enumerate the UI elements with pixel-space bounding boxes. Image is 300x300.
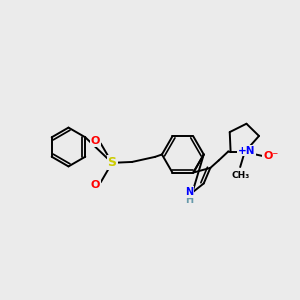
Text: S: S [108, 156, 117, 169]
Text: H: H [185, 195, 194, 205]
Text: N: N [185, 187, 194, 197]
Text: O: O [91, 136, 100, 146]
Text: O: O [91, 180, 100, 190]
Text: O⁻: O⁻ [263, 151, 279, 161]
Text: CH₃: CH₃ [231, 171, 249, 180]
Text: +N: +N [237, 146, 255, 156]
